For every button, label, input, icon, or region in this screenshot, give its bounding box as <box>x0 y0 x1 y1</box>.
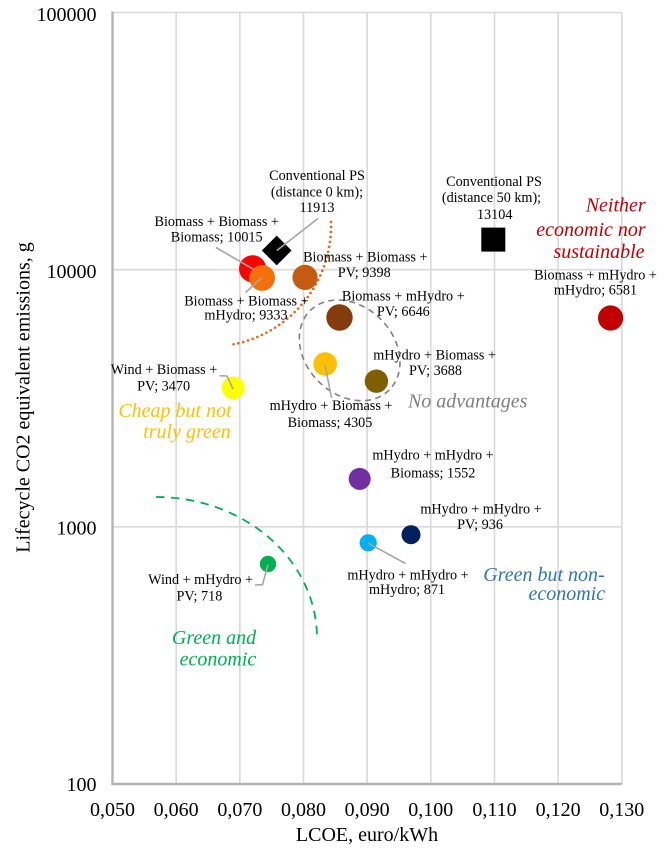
svg-text:Conventional PS: Conventional PS <box>446 174 542 190</box>
svg-text:1000: 1000 <box>57 517 97 539</box>
svg-text:0,080: 0,080 <box>281 799 326 821</box>
svg-text:mHydro; 6581: mHydro; 6581 <box>554 283 637 299</box>
svg-text:11913: 11913 <box>300 200 335 216</box>
svg-text:(distance 50 km);: (distance 50 km); <box>442 190 541 206</box>
svg-text:Wind + Biomass +: Wind + Biomass + <box>111 362 217 378</box>
svg-text:10000: 10000 <box>47 261 97 283</box>
svg-text:No advantages: No advantages <box>407 390 528 412</box>
svg-text:0,070: 0,070 <box>217 799 262 821</box>
svg-text:mHydro + Biomass +: mHydro + Biomass + <box>270 398 393 414</box>
svg-text:mHydro + mHydro +: mHydro + mHydro + <box>347 568 468 584</box>
svg-text:economic nor: economic nor <box>536 219 646 241</box>
svg-text:0,120: 0,120 <box>536 799 581 821</box>
svg-text:mHydro + mHydro +: mHydro + mHydro + <box>420 502 541 518</box>
svg-text:mHydro + mHydro +: mHydro + mHydro + <box>372 448 493 464</box>
svg-text:PV; 6646: PV; 6646 <box>377 304 430 320</box>
svg-text:Biomass; 10015: Biomass; 10015 <box>171 230 263 246</box>
svg-text:Cheap but not: Cheap but not <box>118 400 232 422</box>
svg-text:Wind + mHydro +: Wind + mHydro + <box>148 572 253 588</box>
svg-text:PV; 3688: PV; 3688 <box>409 363 462 379</box>
svg-text:PV; 3470: PV; 3470 <box>137 378 190 394</box>
svg-text:Lifecycle CO2 equivalent emiss: Lifecycle CO2 equivalent emissions, g <box>13 242 35 552</box>
svg-text:13104: 13104 <box>477 207 512 223</box>
svg-text:mHydro; 871: mHydro; 871 <box>369 582 445 598</box>
svg-text:PV; 718: PV; 718 <box>176 588 222 604</box>
svg-text:Biomass + mHydro +: Biomass + mHydro + <box>342 289 465 305</box>
svg-text:Biomass + Biomass +: Biomass + Biomass + <box>184 294 308 310</box>
svg-text:Biomass + Biomass +: Biomass + Biomass + <box>155 214 279 230</box>
svg-text:0,130: 0,130 <box>599 799 644 821</box>
svg-text:LCOE, euro/kWh: LCOE, euro/kWh <box>296 824 438 846</box>
svg-text:0,090: 0,090 <box>345 799 390 821</box>
svg-text:100: 100 <box>67 774 97 796</box>
svg-text:0,050: 0,050 <box>90 799 135 821</box>
svg-text:economic: economic <box>180 648 257 670</box>
svg-text:Green but non-: Green but non- <box>483 564 604 586</box>
svg-text:Biomass; 4305: Biomass; 4305 <box>288 415 373 431</box>
svg-text:Conventional PS: Conventional PS <box>269 168 365 184</box>
svg-text:Biomass; 1552: Biomass; 1552 <box>391 466 476 482</box>
svg-text:100000: 100000 <box>37 4 97 26</box>
svg-text:mHydro + Biomass +: mHydro + Biomass + <box>373 348 496 364</box>
svg-text:Neither: Neither <box>585 194 646 216</box>
svg-text:economic: economic <box>528 583 605 605</box>
svg-text:0,100: 0,100 <box>408 799 453 821</box>
svg-text:PV; 9398: PV; 9398 <box>338 265 391 281</box>
svg-text:PV; 936: PV; 936 <box>457 517 503 533</box>
svg-text:Biomass + Biomass +: Biomass + Biomass + <box>303 250 427 266</box>
svg-text:sustainable: sustainable <box>553 241 644 263</box>
svg-text:truly green: truly green <box>143 421 231 443</box>
svg-text:Biomass + mHydro +: Biomass + mHydro + <box>534 268 657 284</box>
svg-text:mHydro; 9333: mHydro; 9333 <box>204 308 287 324</box>
svg-text:Green and: Green and <box>172 627 257 649</box>
svg-text:0,060: 0,060 <box>154 799 199 821</box>
svg-text:0,110: 0,110 <box>472 799 516 821</box>
svg-text:(distance 0 km);: (distance 0 km); <box>271 185 363 201</box>
